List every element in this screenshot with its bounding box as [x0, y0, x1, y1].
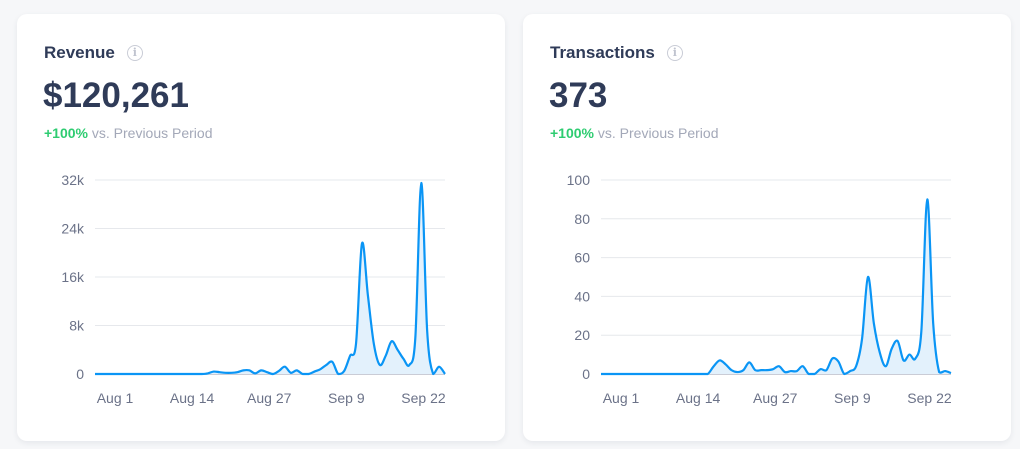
revenue-value: $120,261 [43, 76, 189, 115]
y-tick-label: 0 [76, 366, 84, 382]
y-tick-label: 32k [61, 172, 85, 188]
series-line [95, 181, 446, 376]
x-tick-label: Sep 22 [401, 390, 446, 406]
x-tick-label: Sep 9 [834, 390, 871, 406]
x-tick-label: Aug 27 [753, 390, 798, 406]
transactions-chart: 0 20 40 60 80 100 Aug 1 Aug 14 Aug 27 Sep 9 Sep 22 [567, 172, 952, 406]
y-tick-label: 24k [61, 221, 85, 237]
info-icon[interactable]: i [666, 45, 683, 61]
y-tick-label: 20 [574, 327, 590, 343]
card-title: Revenue i [44, 43, 143, 63]
delta-text: +100% vs. Previous Period [550, 125, 719, 141]
y-tick-label: 100 [567, 172, 591, 188]
y-tick-label: 60 [574, 250, 590, 266]
revenue-chart: 0 8k 16k 24k 32k Aug 1 Aug 14 Aug 27 Sep 9 Sep 22 [61, 172, 446, 406]
transactions-value: 373 [549, 76, 608, 115]
x-tick-label: Aug 1 [603, 390, 640, 406]
series-area [601, 199, 951, 374]
series-area [95, 183, 445, 374]
x-tick-label: Sep 9 [328, 390, 365, 406]
series-line [601, 198, 952, 376]
card-title: Transactions i [550, 43, 683, 63]
revenue-card: Revenue i $120,261 +100% vs. Previous Per… [17, 14, 505, 441]
transactions-card: Transactions i 373 +100% vs. Previous Per… [523, 14, 1011, 441]
delta-percent: +100% [550, 125, 594, 141]
x-tick-label: Aug 27 [247, 390, 292, 406]
y-tick-label: 80 [574, 211, 590, 227]
x-tick-label: Aug 1 [97, 390, 134, 406]
info-icon[interactable]: i [126, 45, 143, 61]
y-tick-label: 40 [574, 288, 590, 304]
delta-percent: +100% [44, 125, 88, 141]
delta-text: +100% vs. Previous Period [44, 125, 213, 141]
x-tick-label: Aug 14 [676, 390, 721, 406]
y-tick-label: 0 [582, 366, 590, 382]
y-tick-label: 8k [69, 318, 85, 334]
x-tick-label: Aug 14 [170, 390, 215, 406]
x-tick-label: Sep 22 [907, 390, 952, 406]
y-tick-label: 16k [61, 269, 85, 285]
